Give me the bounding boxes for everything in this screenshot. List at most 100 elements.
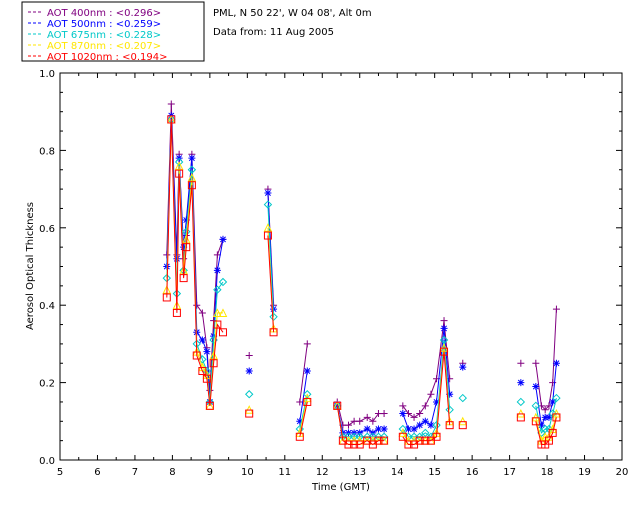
data-point: [532, 382, 540, 390]
data-point: [213, 320, 222, 329]
data-point: [458, 393, 467, 403]
data-point: [537, 421, 545, 429]
data-point: [380, 425, 388, 433]
data-point: [187, 172, 197, 182]
series-0: [163, 100, 560, 429]
data-point: [198, 309, 206, 317]
data-point: [458, 421, 467, 430]
data-point: [198, 336, 206, 344]
data-point: [182, 216, 190, 224]
legend-entry: AOT 500nm : <0.259>: [47, 19, 161, 30]
data-point: [180, 243, 188, 251]
data-point: [219, 235, 227, 243]
data-point: [440, 347, 449, 356]
data-point: [213, 251, 221, 259]
series-line: [166, 119, 224, 406]
data-point: [188, 154, 196, 162]
data-point: [399, 402, 407, 410]
data-point: [303, 367, 311, 375]
data-point: [363, 413, 371, 421]
y-tick-label: 0.0: [39, 456, 55, 467]
series-line: [535, 309, 557, 411]
data-point: [344, 421, 352, 429]
data-point: [174, 161, 184, 170]
data-point: [192, 351, 201, 360]
data-point: [433, 398, 441, 406]
data-point: [218, 308, 228, 317]
data-point: [440, 317, 448, 325]
data-point: [445, 405, 454, 414]
series-3: [162, 114, 561, 445]
data-point: [263, 200, 273, 209]
legend-entry: AOT 675nm : <0.228>: [47, 30, 161, 41]
data-point: [517, 359, 525, 367]
data-point: [404, 440, 413, 449]
data-point: [167, 100, 175, 108]
data-point: [421, 417, 429, 425]
data-point: [350, 440, 359, 449]
data-point: [421, 436, 430, 445]
x-tick-label: 15: [428, 467, 441, 478]
data-point: [172, 308, 181, 317]
data-point: [552, 413, 561, 422]
series-line: [299, 397, 308, 434]
data-point: [179, 274, 188, 283]
data-point: [549, 398, 557, 406]
data-point: [544, 436, 553, 445]
data-point: [174, 157, 184, 167]
x-tick-label: 8: [169, 467, 175, 478]
data-point: [517, 379, 525, 387]
data-point: [516, 413, 525, 422]
data-point: [459, 363, 467, 371]
data-point: [213, 308, 222, 317]
legend-entry: AOT 1020nm : <0.194>: [47, 52, 167, 63]
legend-entry: AOT 870nm : <0.207>: [47, 41, 161, 52]
data-point: [380, 410, 388, 418]
x-tick-label: 9: [207, 467, 213, 478]
data-point: [344, 440, 353, 449]
data-point: [245, 409, 254, 418]
data-point: [218, 328, 227, 337]
data-point: [333, 401, 342, 410]
data-point: [410, 425, 418, 433]
x-tick-label: 10: [241, 467, 254, 478]
data-point: [440, 324, 448, 332]
data-point: [182, 243, 191, 252]
data-point: [303, 397, 312, 406]
y-axis-title: Aerosol Optical Thickness: [25, 202, 36, 330]
data-point: [374, 436, 383, 445]
x-axis: 5 6 7 8 9 10 11 12 13 14 15 16 17 18 19 20: [57, 73, 629, 478]
data-point: [552, 305, 560, 313]
data-point: [531, 417, 540, 426]
data-point: [432, 432, 441, 441]
data-point: [516, 397, 526, 407]
series-line: [299, 370, 308, 422]
x-tick-label: 17: [503, 467, 516, 478]
y-tick-label: 0.6: [39, 224, 55, 235]
x-tick-label: 19: [578, 467, 591, 478]
series-line: [299, 343, 308, 402]
data-point: [175, 169, 184, 178]
data-point: [173, 255, 181, 263]
data-point: [296, 398, 304, 406]
x-tick-label: 20: [616, 467, 629, 478]
data-point: [209, 359, 218, 368]
series-4: [162, 115, 561, 449]
date-info: Data from: 11 Aug 2005: [213, 27, 334, 38]
data-point: [269, 328, 278, 337]
y-tick-label: 0.2: [39, 379, 55, 390]
series-line: [299, 394, 308, 430]
site-info: PML, N 50 22', W 04 08', Alt 0m: [213, 8, 372, 19]
data-point: [198, 366, 207, 375]
data-point: [404, 425, 412, 433]
x-tick-label: 7: [132, 467, 138, 478]
data-point: [410, 413, 418, 421]
data-point: [541, 413, 549, 421]
data-point: [206, 386, 214, 394]
data-point: [531, 401, 541, 411]
data-point: [398, 432, 407, 441]
series-2: [162, 115, 561, 441]
data-point: [552, 359, 560, 367]
data-point: [446, 390, 454, 398]
